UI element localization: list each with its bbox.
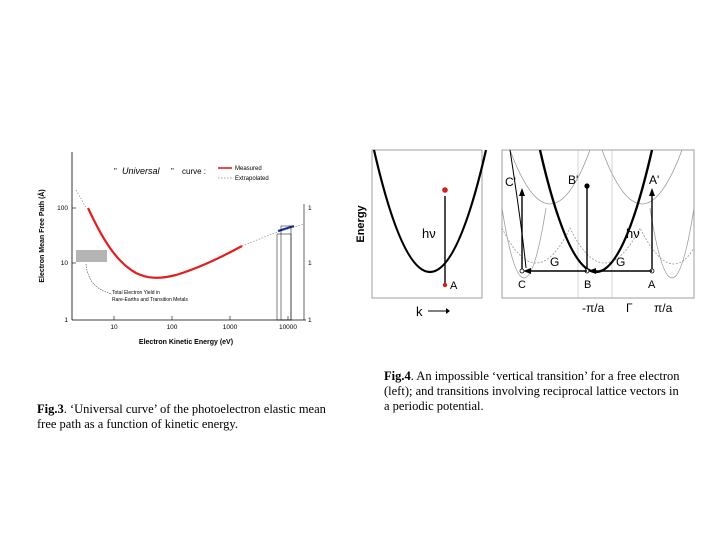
fig3-left-tick-100: 100 — [57, 205, 68, 212]
fig4-label-minus-pi-a: -π/a — [582, 301, 605, 315]
fig4-caption-text: . An impossible ‘vertical transition’ fo… — [384, 369, 680, 413]
fig3-legend-extrapolated: Extrapolated — [235, 176, 269, 182]
fig4-replica-mid-left — [509, 149, 591, 205]
fig3-x-tick-10000: 10000 — [279, 324, 297, 331]
fig3-x-tick-100: 100 — [167, 324, 178, 331]
fig3-right-tick-10: 10 — [308, 260, 312, 267]
fig3-annotation-line1: Total Electron Yield in — [112, 290, 160, 296]
fig3-right-tick-1: 1 — [308, 317, 312, 324]
fig3-caption: Fig.3. ‘Universal curve’ of the photoele… — [37, 402, 337, 432]
fig4-dot-b-prime — [584, 183, 590, 189]
fig4-label-pi-a: π/a — [654, 301, 673, 315]
fig3-measured-curve — [87, 207, 243, 279]
fig3-ylabel: Electron Mean Free Path (Å) — [37, 189, 46, 282]
fig3-annotation-line2: Rare-Earths and Transition Metals — [112, 297, 188, 303]
fig4-left-dot-bottom — [442, 282, 448, 288]
fig4-left-frame — [371, 149, 483, 299]
fig4-g1: G — [550, 255, 559, 269]
fig3-right-tick-100: 100 — [308, 205, 312, 212]
fig4-label-gamma: Γ — [626, 301, 633, 315]
fig4-hv-right: hν — [626, 226, 640, 241]
fig4-label-b: B — [584, 279, 591, 291]
fig3-title-quote-close: " — [171, 167, 174, 176]
fig3-legend-measured: Measured — [235, 166, 262, 172]
fig3-annotation-arrow — [85, 263, 113, 295]
fig4-gray-band-lower — [501, 227, 695, 265]
fig4-g2: G — [616, 255, 625, 269]
fig4-label-b-prime: B' — [568, 173, 578, 187]
fig4-hv-left: hν — [422, 226, 436, 241]
fig4-free-electron-parabola — [372, 149, 488, 274]
fig4-label-c: C — [518, 279, 526, 291]
fig4-caption: Fig.4. An impossible ‘vertical transitio… — [384, 369, 684, 414]
fig4-k-label: k — [416, 304, 423, 319]
fig3-extrapolated-low — [75, 189, 87, 209]
fig4-replica-left — [501, 207, 547, 279]
fig4-replica-mid-right — [601, 149, 683, 205]
fig4-main-parabola — [538, 149, 654, 274]
fig3-title-rest: curve : — [182, 167, 206, 176]
fig3-x-tick-10: 10 — [110, 324, 118, 331]
fig3-left-tick-10: 10 — [61, 260, 69, 267]
fig4-caption-label: Fig.4 — [384, 369, 411, 383]
fig3-shaded-region — [76, 250, 107, 262]
fig4-energy-label: Energy — [355, 204, 367, 242]
fig4-right-frame — [501, 149, 695, 299]
fig3-box-2 — [280, 225, 292, 321]
fig3-x-tick-1000: 1000 — [223, 324, 238, 331]
fig3-caption-label: Fig.3 — [37, 402, 64, 416]
fig3-title-word: Universal — [122, 166, 161, 176]
fig4-label-c-prime: C' — [505, 175, 516, 189]
fig3-universal-curve-plot: Electron Mean Free Path (Å) 100 10 1 100… — [37, 152, 312, 346]
fig4-replica-right — [649, 207, 695, 279]
fig3-box-1 — [276, 233, 292, 321]
fig3-caption-text: . ‘Universal curve’ of the photoelectron… — [37, 402, 326, 431]
fig4-left-A: A — [450, 280, 458, 292]
fig4-band-diagram: Energy hν A k C' B' A' hν G G C B — [355, 149, 695, 319]
fig4-left-dot-top — [442, 187, 448, 193]
fig3-extrapolated-high — [241, 223, 305, 247]
fig3-left-tick-1: 1 — [64, 317, 68, 324]
fig3-blue-segment — [277, 225, 295, 232]
fig4-label-a: A — [648, 279, 656, 291]
fig4-label-a-prime: A' — [649, 173, 659, 187]
fig3-xlabel: Electron Kinetic Energy (eV) — [139, 339, 233, 346]
fig3-title-quote-open: " — [114, 167, 117, 176]
